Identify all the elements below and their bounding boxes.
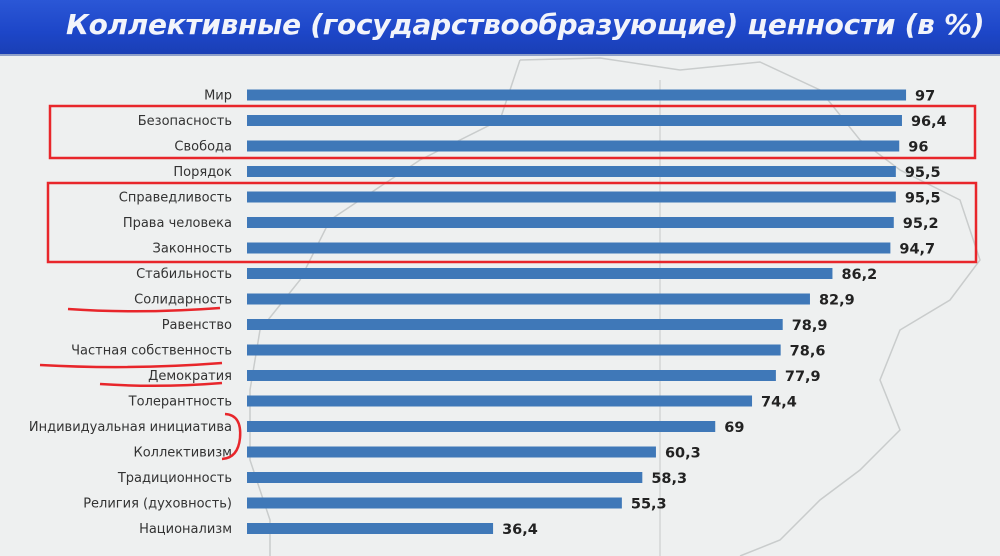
background-map-outline: [249, 57, 981, 556]
value-label: 97: [915, 89, 935, 105]
red-annotations: [39, 104, 978, 461]
category-label: Равенство: [162, 318, 232, 333]
value-label: 58,3: [651, 471, 687, 487]
bar: [247, 166, 896, 177]
value-label: 74,4: [761, 395, 797, 411]
value-label: 78,9: [792, 318, 828, 334]
category-label: Традиционность: [117, 471, 232, 486]
category-label: Порядок: [173, 165, 232, 180]
value-label: 96,4: [911, 114, 947, 130]
value-label: 95,5: [905, 191, 941, 207]
value-label: 55,3: [631, 497, 667, 513]
value-label: 69: [724, 420, 744, 436]
category-label: Законность: [153, 242, 232, 257]
value-label: 60,3: [665, 446, 701, 462]
category-label: Индивидуальная инициатива: [29, 420, 232, 435]
title-bar: Коллективные (государствообразующие) цен…: [0, 0, 1000, 56]
category-label: Свобода: [174, 140, 232, 155]
category-label: Безопасность: [138, 114, 232, 129]
bar: [247, 242, 891, 254]
annotation-box-security-freedom: [48, 104, 977, 160]
category-label: Коллективизм: [133, 446, 232, 461]
bar: [247, 472, 643, 483]
bar: [247, 395, 753, 407]
category-label: Справедливость: [119, 191, 232, 206]
bar: [247, 191, 896, 203]
bar: [247, 497, 622, 509]
value-label: 82,9: [819, 293, 855, 309]
category-label: Демократия: [148, 369, 232, 384]
annotation-underline-democracy: [99, 381, 223, 388]
chart-title: Коллективные (государствообразующие) цен…: [66, 8, 985, 41]
bar: [247, 446, 656, 458]
category-label: Толерантность: [128, 395, 232, 410]
bar: [247, 344, 781, 356]
annotation-bracket-initiative-collectivism: [221, 412, 242, 461]
bar: [247, 140, 900, 152]
bar: [247, 89, 907, 101]
value-label: 86,2: [841, 267, 877, 283]
value-label: 77,9: [785, 369, 821, 385]
annotation-box-justice-rights-law: [46, 181, 978, 264]
value-label: 96: [908, 140, 928, 156]
value-label: 95,2: [903, 216, 939, 232]
category-label: Права человека: [123, 216, 232, 231]
bar: [247, 523, 494, 534]
category-label: Частная собственность: [71, 344, 232, 359]
bar: [247, 217, 894, 228]
value-label: 78,6: [790, 344, 826, 360]
annotation-underline-private-property: [39, 361, 223, 369]
category-label: Национализм: [139, 522, 232, 537]
category-label: Стабильность: [136, 267, 232, 282]
bar: [247, 268, 833, 279]
value-label: 95,5: [905, 165, 941, 181]
bar: [247, 115, 902, 126]
bar: [247, 370, 776, 381]
value-label: 94,7: [899, 242, 935, 258]
bar: [247, 421, 716, 432]
category-label: Мир: [204, 89, 232, 104]
category-label: Солидарность: [134, 293, 232, 308]
value-label: 36,4: [502, 522, 538, 538]
bar: [247, 293, 810, 305]
annotation-underline-solidarity: [67, 306, 221, 313]
bar: [247, 319, 783, 330]
category-label: Религия (духовность): [83, 497, 232, 512]
